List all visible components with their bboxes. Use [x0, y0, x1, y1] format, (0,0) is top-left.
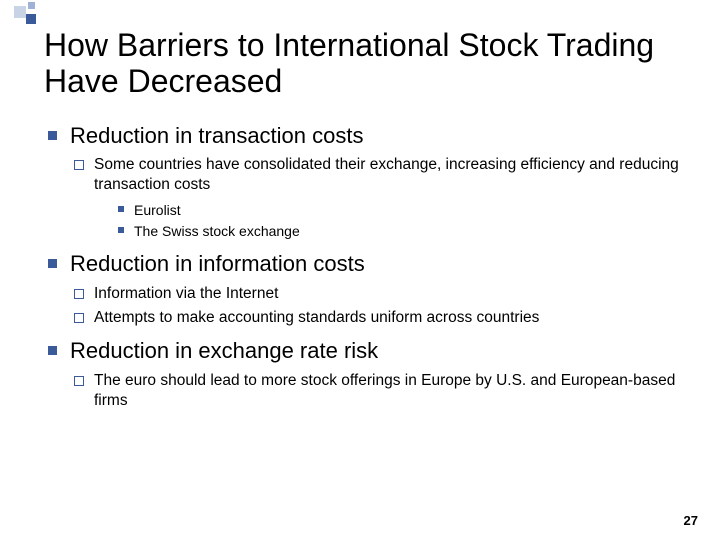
bullet-text: Information via the Internet	[94, 284, 696, 304]
corner-decoration	[0, 0, 100, 30]
list-item: Reduction in information costs Informati…	[44, 250, 696, 327]
list-item: The Swiss stock exchange	[114, 222, 696, 240]
bullet-list: Reduction in transaction costs Some coun…	[44, 122, 696, 411]
list-item: Eurolist	[114, 201, 696, 219]
list-item: Information via the Internet	[70, 284, 696, 304]
bullet-text: Reduction in transaction costs	[70, 122, 696, 150]
list-item: Some countries have consolidated their e…	[70, 155, 696, 240]
slide-content: How Barriers to International Stock Trad…	[44, 28, 696, 520]
bullet-text: Some countries have consolidated their e…	[94, 155, 696, 195]
bullet-text: Attempts to make accounting standards un…	[94, 308, 696, 328]
bullet-text: Reduction in exchange rate risk	[70, 337, 696, 365]
bullet-text: Reduction in information costs	[70, 250, 696, 278]
list-item: The euro should lead to more stock offer…	[70, 371, 696, 411]
slide-title: How Barriers to International Stock Trad…	[44, 28, 696, 100]
page-number: 27	[684, 513, 698, 528]
bullet-text: The Swiss stock exchange	[134, 222, 696, 240]
list-item: Attempts to make accounting standards un…	[70, 308, 696, 328]
list-item: Reduction in transaction costs Some coun…	[44, 122, 696, 241]
bullet-text: The euro should lead to more stock offer…	[94, 371, 696, 411]
bullet-text: Eurolist	[134, 201, 696, 219]
list-item: Reduction in exchange rate risk The euro…	[44, 337, 696, 410]
